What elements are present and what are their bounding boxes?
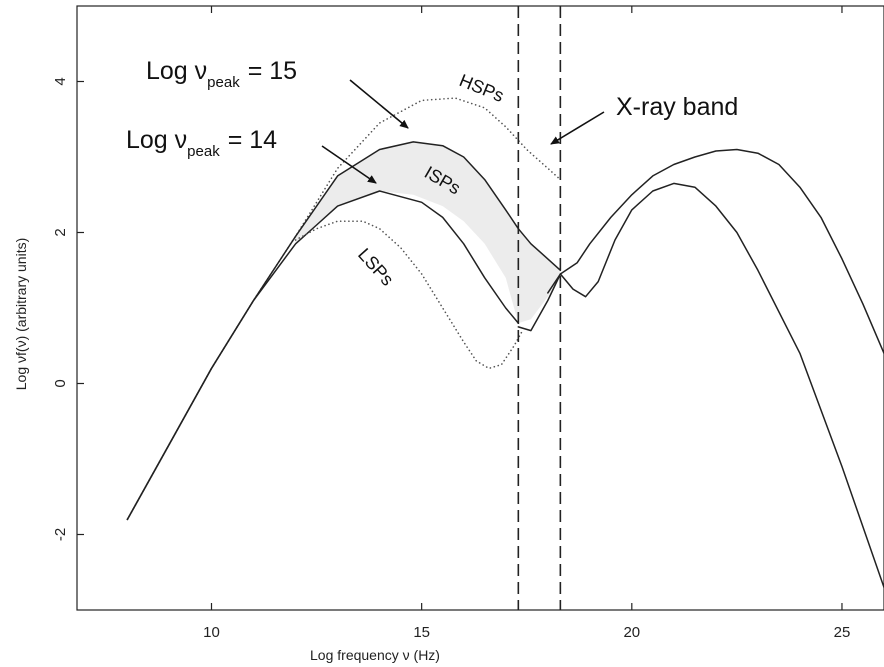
series-3-solid-line (126, 190, 520, 521)
y-axis-title: Log νf(ν) (arbitrary units) (13, 238, 29, 390)
peak14-value: = 14 (228, 126, 277, 154)
axis-ticks: 10 15 20 25 -2 0 2 4 (52, 6, 850, 641)
xray-band-lines (517, 6, 562, 610)
y-tick-label: 2 (52, 228, 69, 236)
plot-frame (76, 5, 884, 611)
peak15-sub: peak (207, 74, 240, 91)
peak14-sub: peak (187, 143, 220, 160)
x-tick-label: 25 (834, 624, 851, 641)
y-tick-label: -2 (52, 528, 69, 541)
arrow-peak15 (349, 79, 409, 129)
series-4-dotted-line (294, 220, 524, 370)
x-axis-title: Log frequency ν (Hz) (310, 647, 440, 663)
y-tick-label: 4 (52, 77, 69, 85)
series-5-solid-line (517, 182, 884, 589)
isp-band-fill (295, 141, 561, 324)
annotation-peak14: Log νpeak = 14 (126, 126, 277, 160)
series-6-solid-line (547, 148, 884, 355)
isp-band-layer (295, 141, 561, 324)
label-lsps: LSPs (354, 244, 398, 289)
arrow-xray (550, 111, 605, 145)
y-tick-label: 0 (52, 379, 69, 387)
peak15-value: = 15 (248, 57, 297, 85)
x-tick-label: 10 (203, 624, 220, 641)
series-layer (126, 97, 884, 589)
x-tick-label: 15 (413, 624, 430, 641)
x-tick-label: 20 (623, 624, 640, 641)
annotation-peak15: Log νpeak = 15 (146, 57, 297, 91)
arrow-peak14 (321, 145, 377, 184)
peak15-main: Log ν (146, 57, 207, 85)
label-xray-band: X-ray band (616, 93, 738, 121)
peak14-main: Log ν (126, 126, 187, 154)
